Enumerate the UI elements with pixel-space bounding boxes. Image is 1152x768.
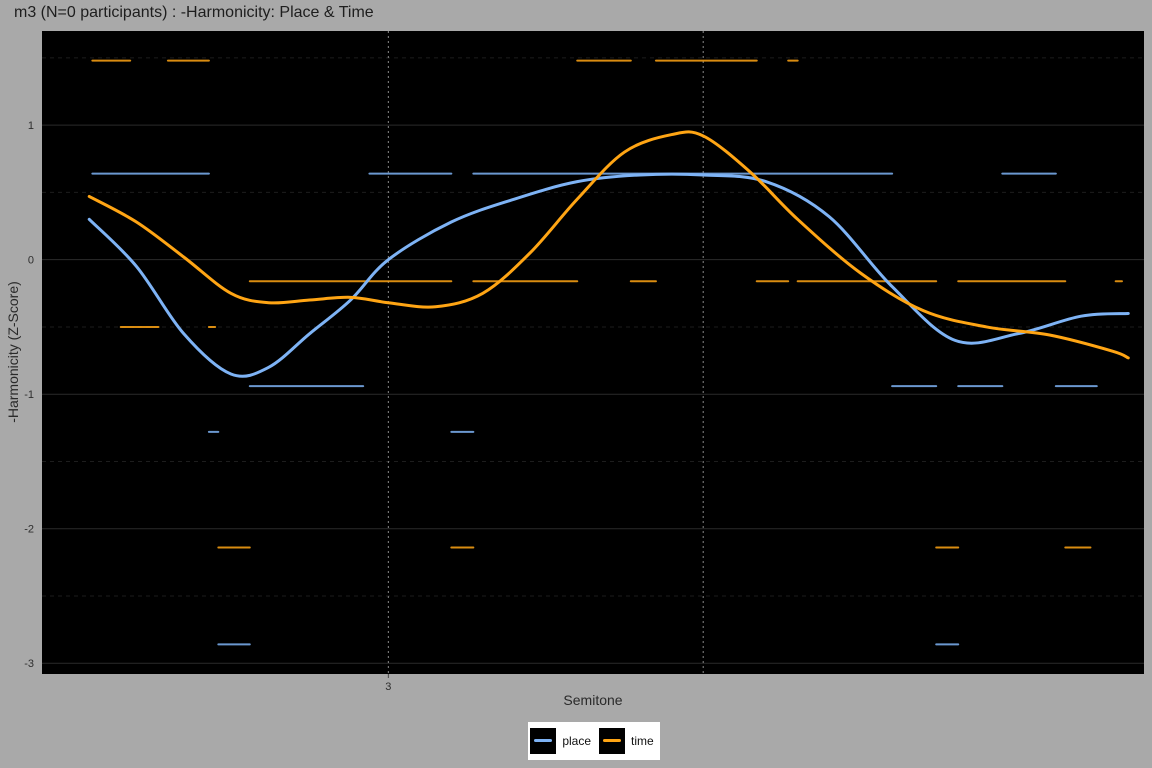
legend-line-time xyxy=(603,739,621,742)
y-axis-label: -Harmonicity (Z-Score) xyxy=(5,281,21,423)
chart-title: m3 (N=0 participants) : -Harmonicity: Pl… xyxy=(14,4,374,21)
series-line-place xyxy=(87,172,1130,378)
legend-label-place: place xyxy=(562,734,591,748)
y-tick-label: -1 xyxy=(24,389,34,401)
y-tick-label: 1 xyxy=(28,120,34,132)
x-axis-label: Semitone xyxy=(563,692,623,708)
legend-item-place: place xyxy=(530,728,595,754)
y-tick-label: 0 xyxy=(28,255,34,267)
y-tick-label: -2 xyxy=(24,524,34,536)
legend: place time xyxy=(528,722,660,760)
legend-key-time xyxy=(599,728,625,754)
legend-label-time: time xyxy=(631,734,654,748)
legend-item-time: time xyxy=(599,728,658,754)
plot-background xyxy=(42,31,1144,674)
legend-line-place xyxy=(534,739,553,742)
series-line-time xyxy=(87,130,1130,360)
legend-key-place xyxy=(530,728,557,754)
x-tick-label: 3 xyxy=(385,681,391,693)
y-tick-label: -3 xyxy=(24,658,34,670)
